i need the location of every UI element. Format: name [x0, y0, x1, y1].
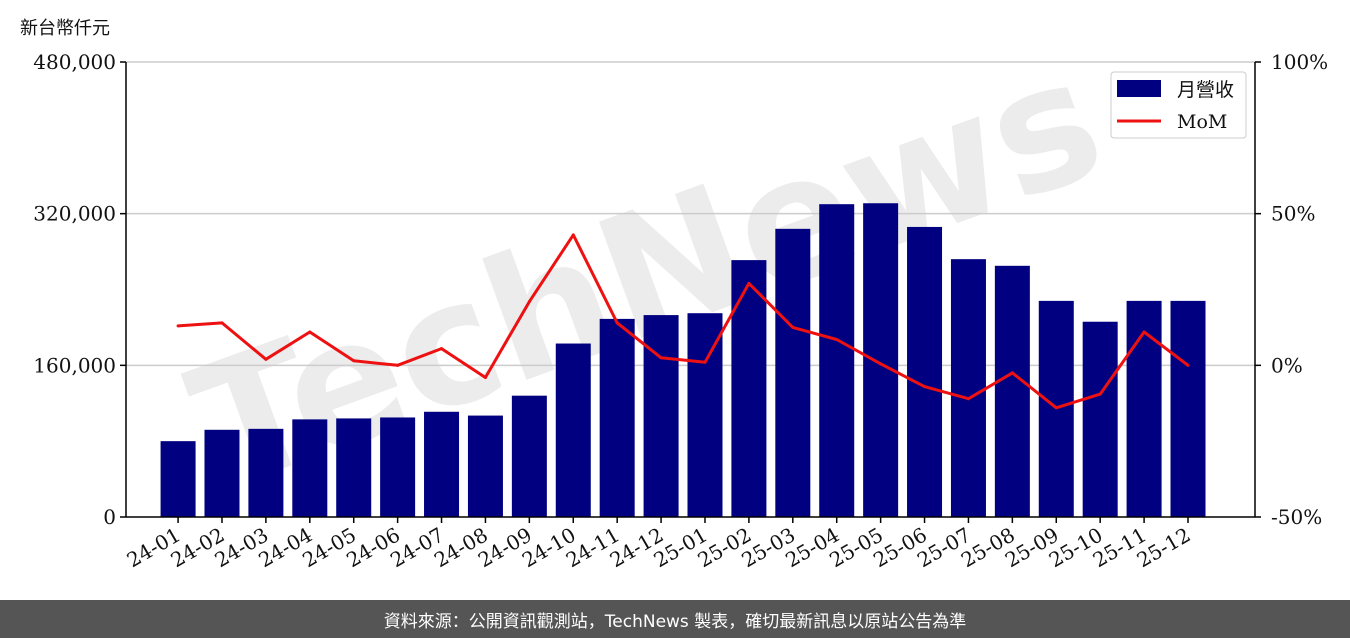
legend-label-mom: MoM — [1177, 111, 1227, 133]
mom-point-25-09 — [1054, 406, 1058, 410]
right-tick-label: -50% — [1271, 505, 1322, 529]
revenue-bar-24-05 — [336, 418, 372, 517]
revenue-bar-24-04 — [292, 419, 328, 517]
mom-point-25-01 — [703, 360, 707, 364]
revenue-bar-24-11 — [599, 318, 635, 517]
mom-line-series — [176, 233, 1190, 410]
mom-point-24-02 — [220, 321, 224, 325]
x-axis-ticks: 24-0124-0224-0324-0424-0524-0624-0724-08… — [123, 517, 1195, 572]
mom-point-25-06 — [923, 385, 927, 389]
right-axis-ticks: -50% 0% 50% 100% — [1255, 50, 1328, 529]
mom-point-24-09 — [527, 300, 531, 304]
revenue-bar-25-02 — [731, 260, 767, 517]
revenue-bar-25-03 — [775, 228, 811, 518]
revenue-bar-25-10 — [1082, 321, 1118, 517]
left-tick-label: 320,000 — [33, 202, 116, 226]
left-tick-label: 480,000 — [33, 50, 116, 74]
mom-point-25-12 — [1186, 363, 1190, 367]
mom-point-25-07 — [966, 397, 970, 401]
revenue-bar-24-08 — [467, 415, 503, 517]
right-tick-label: 100% — [1271, 50, 1328, 74]
revenue-bar-24-09 — [511, 395, 547, 517]
left-axis-ticks: 0 160,000 320,000 480,000 — [33, 50, 126, 529]
revenue-bar-24-12 — [643, 315, 679, 517]
revenue-bar-25-11 — [1126, 300, 1162, 517]
y-axis-unit-label: 新台幣仟元 — [20, 18, 110, 39]
mom-point-24-07 — [440, 347, 444, 351]
source-footer: 資料來源：公開資訊觀測站，TechNews 製表，確切最新訊息以原站公告為準 — [0, 600, 1350, 638]
mom-point-24-03 — [264, 357, 268, 361]
revenue-bar-25-06 — [907, 226, 943, 517]
mom-point-24-05 — [352, 359, 356, 363]
revenue-bar-25-01 — [687, 313, 723, 517]
legend: 月營收 MoM — [1110, 71, 1247, 139]
revenue-bar-24-01 — [160, 441, 196, 517]
mom-point-24-01 — [176, 324, 180, 328]
revenue-bar-25-07 — [950, 259, 986, 517]
legend-swatch-bar — [1117, 80, 1161, 97]
revenue-bar-25-05 — [863, 203, 899, 518]
revenue-bar-24-06 — [380, 417, 416, 517]
mom-point-25-03 — [791, 325, 795, 329]
revenue-bar-24-03 — [248, 428, 284, 517]
right-tick-label: 0% — [1271, 353, 1303, 377]
revenue-bar-25-12 — [1170, 300, 1206, 517]
mom-point-24-04 — [308, 330, 312, 334]
mom-point-25-08 — [1010, 371, 1014, 375]
axes — [125, 62, 1256, 518]
mom-line — [177, 233, 1189, 410]
legend-label-revenue: 月營收 — [1177, 79, 1234, 101]
revenue-bar-25-08 — [994, 265, 1030, 517]
revenue-bar-24-02 — [204, 429, 240, 517]
mom-point-25-02 — [747, 281, 751, 285]
right-tick-label: 50% — [1271, 202, 1315, 226]
mom-point-24-08 — [483, 375, 487, 379]
mom-point-24-10 — [571, 233, 575, 237]
revenue-bar-25-04 — [819, 204, 855, 517]
left-tick-label: 160,000 — [33, 353, 116, 377]
mom-point-25-04 — [835, 338, 839, 342]
revenue-bar-24-10 — [555, 343, 591, 517]
mom-point-25-10 — [1098, 392, 1102, 396]
revenue-bar-24-07 — [424, 411, 460, 517]
left-tick-label: 0 — [103, 505, 116, 529]
mom-point-25-05 — [879, 362, 883, 366]
mom-point-24-11 — [615, 321, 619, 325]
mom-point-24-12 — [659, 356, 663, 360]
mom-point-25-11 — [1142, 330, 1146, 334]
mom-point-24-06 — [396, 363, 400, 367]
